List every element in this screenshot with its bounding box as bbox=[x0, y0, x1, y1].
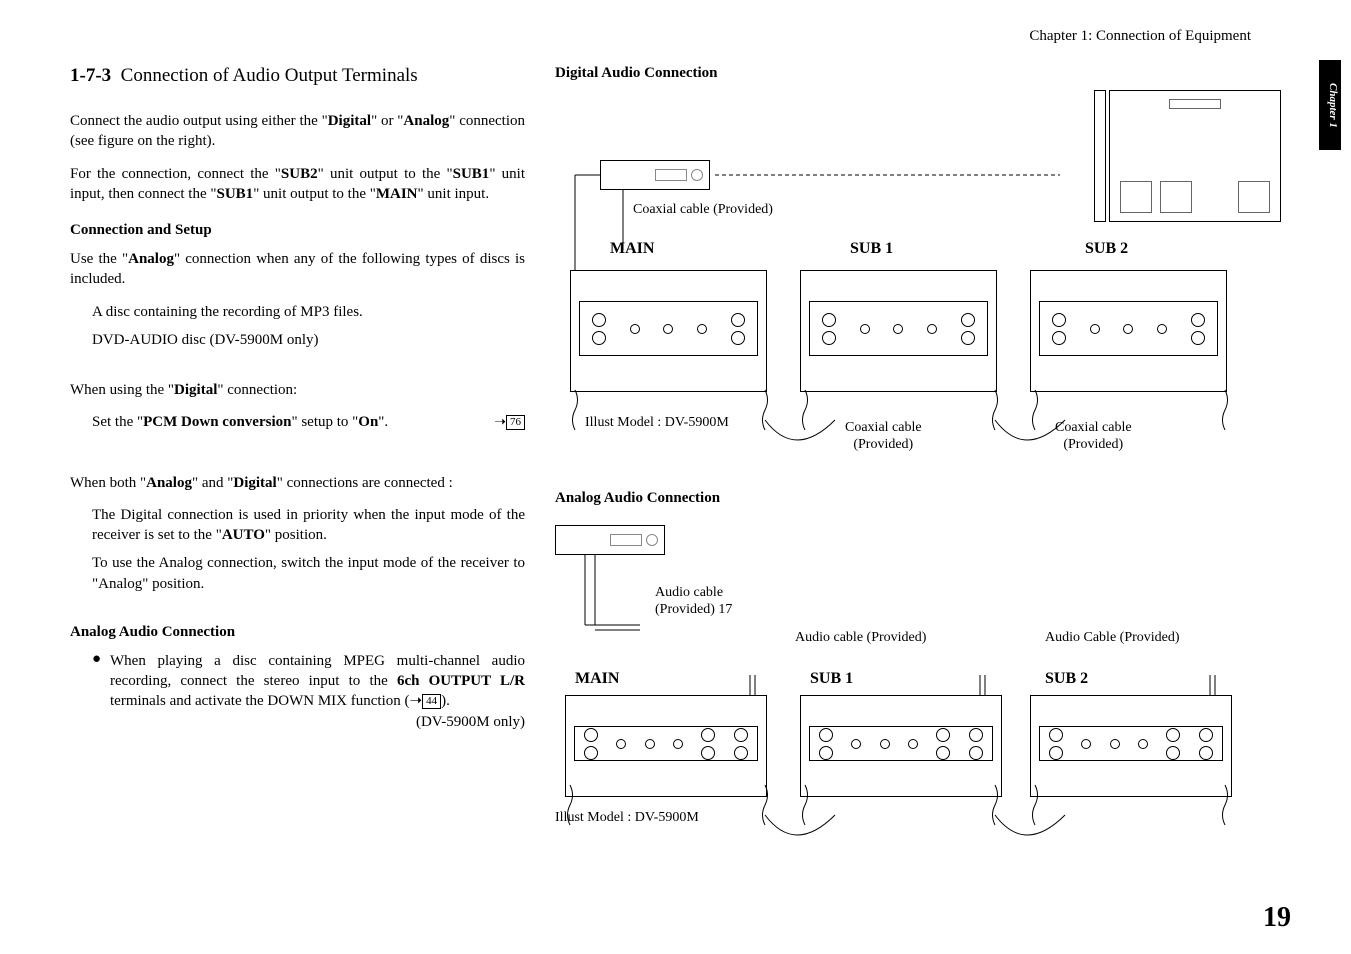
digital-diagram-title: Digital Audio Connection bbox=[555, 65, 1281, 82]
intro-paragraph: Connect the audio output using either th… bbox=[70, 111, 525, 152]
connection-setup-head: Connection and Setup bbox=[70, 222, 525, 239]
dv-only-note: (DV-5900M only) bbox=[110, 712, 525, 732]
audio-cable-label-top: Audio cable(Provided) 17 bbox=[655, 585, 732, 619]
section-number: 1-7-3 bbox=[70, 65, 111, 86]
when-digital-text: When using the "Digital" connection: bbox=[70, 380, 525, 400]
dvd-sub2-ana bbox=[1030, 695, 1232, 797]
sub1-label-dig: SUB 1 bbox=[850, 240, 893, 258]
both-line-1: The Digital connection is used in priori… bbox=[92, 505, 525, 546]
illust-model-dig: Illust Model : DV-5900M bbox=[585, 415, 729, 431]
coax-label-top: Coaxial cable (Provided) bbox=[633, 202, 773, 218]
receiver-unit bbox=[1109, 90, 1281, 222]
connection-paragraph: For the connection, connect the "SUB2" u… bbox=[70, 164, 525, 205]
sub2-label-dig: SUB 2 bbox=[1085, 240, 1128, 258]
left-column: 1-7-3 Connection of Audio Output Termina… bbox=[70, 65, 525, 865]
coax-label-2: Coaxial cable(Provided) bbox=[1055, 420, 1132, 454]
bullet-icon: ● bbox=[92, 651, 110, 732]
dvd-sub1-dig bbox=[800, 270, 997, 392]
use-analog-text: Use the "Analog" connection when any of … bbox=[70, 249, 525, 290]
chapter-header: Chapter 1: Connection of Equipment bbox=[70, 28, 1281, 45]
when-both-text: When both "Analog" and "Digital" connect… bbox=[70, 473, 525, 493]
receiver-top-ana bbox=[555, 525, 665, 555]
both-line-2: To use the Analog connection, switch the… bbox=[92, 553, 525, 594]
coax-label-1: Coaxial cable(Provided) bbox=[845, 420, 922, 454]
audio-cable-label-mid: Audio cable (Provided) bbox=[795, 630, 926, 646]
dvd-main-ana bbox=[565, 695, 767, 797]
side-panel bbox=[1094, 90, 1106, 222]
analog-diagram: Audio cable(Provided) 17 Audio cable (Pr… bbox=[555, 515, 1281, 865]
sub2-label-ana: SUB 2 bbox=[1045, 670, 1088, 688]
analog-conn-head: Analog Audio Connection bbox=[70, 624, 525, 641]
main-label-ana: MAIN bbox=[575, 670, 619, 688]
page-number: 19 bbox=[1263, 902, 1291, 934]
illust-model-ana: Illust Model : DV-5900M bbox=[555, 810, 699, 826]
dvd-main-dig bbox=[570, 270, 767, 392]
dvd-sub1-ana bbox=[800, 695, 1002, 797]
audio-cable-label-right: Audio Cable (Provided) bbox=[1045, 630, 1180, 646]
pcm-setup-text: Set the "PCM Down conversion" setup to "… bbox=[92, 412, 388, 432]
section-heading: 1-7-3 Connection of Audio Output Termina… bbox=[70, 65, 525, 87]
dvd-sub2-dig bbox=[1030, 270, 1227, 392]
digital-diagram: Coaxial cable (Provided) MAIN SUB 1 SUB … bbox=[555, 90, 1281, 480]
receiver-top bbox=[600, 160, 710, 190]
sub1-label-ana: SUB 1 bbox=[810, 670, 853, 688]
bullet-text: When playing a disc containing MPEG mult… bbox=[110, 651, 525, 732]
side-tab: Chapter 1 bbox=[1319, 60, 1341, 150]
analog-diagram-title: Analog Audio Connection bbox=[555, 490, 1281, 507]
section-title-text: Connection of Audio Output Terminals bbox=[121, 65, 418, 86]
page-ref-76: ➝76 bbox=[494, 414, 525, 431]
main-label-dig: MAIN bbox=[610, 240, 654, 258]
disc-type-2: DVD-AUDIO disc (DV-5900M only) bbox=[92, 330, 525, 350]
disc-type-1: A disc containing the recording of MP3 f… bbox=[92, 302, 525, 322]
right-column: Digital Audio Connection bbox=[555, 65, 1281, 865]
analog-bullet: ● When playing a disc containing MPEG mu… bbox=[92, 651, 525, 732]
